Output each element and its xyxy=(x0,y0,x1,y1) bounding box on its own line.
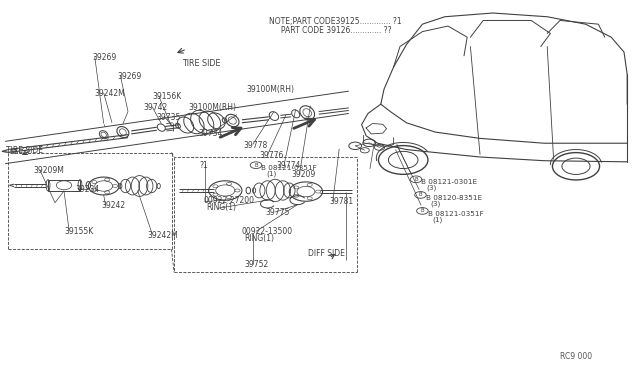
Text: 39781: 39781 xyxy=(329,197,353,206)
Text: B 08121-0351F: B 08121-0351F xyxy=(428,211,483,217)
Text: 39156K: 39156K xyxy=(152,92,182,101)
Text: 39242M: 39242M xyxy=(95,89,125,98)
Text: (3): (3) xyxy=(426,185,436,192)
Text: 39742: 39742 xyxy=(143,103,168,112)
Text: 39269: 39269 xyxy=(117,72,141,81)
Text: B: B xyxy=(414,177,418,182)
Text: 39100M(RH): 39100M(RH) xyxy=(189,103,237,112)
Text: B 08120-8351E: B 08120-8351E xyxy=(426,195,482,201)
Text: B: B xyxy=(420,208,424,214)
Text: (1): (1) xyxy=(433,217,443,223)
Text: B: B xyxy=(419,192,422,198)
Text: 39209: 39209 xyxy=(292,170,316,179)
Text: NOTE;PART CODE39125............. ?1: NOTE;PART CODE39125............. ?1 xyxy=(269,17,401,26)
Text: 39100M(RH): 39100M(RH) xyxy=(246,85,294,94)
Text: RING(1): RING(1) xyxy=(244,234,275,243)
Text: (1): (1) xyxy=(266,171,276,177)
Text: 39774: 39774 xyxy=(276,161,301,170)
Text: 39735: 39735 xyxy=(156,113,180,122)
Text: (3): (3) xyxy=(431,201,441,207)
Text: 00922-27200: 00922-27200 xyxy=(204,196,255,205)
Text: 39155K: 39155K xyxy=(64,227,93,236)
Text: DIFF SIDE: DIFF SIDE xyxy=(308,249,346,258)
Text: ?1: ?1 xyxy=(200,161,209,170)
Text: TIRE SIDE: TIRE SIDE xyxy=(182,59,221,68)
Text: 39234: 39234 xyxy=(76,185,100,194)
Text: 39269: 39269 xyxy=(93,53,117,62)
Bar xyxy=(48,180,80,191)
Text: 39209M: 39209M xyxy=(33,166,64,175)
Text: B: B xyxy=(254,163,258,168)
Text: 39242M: 39242M xyxy=(147,231,178,240)
Text: TIRE SIDE: TIRE SIDE xyxy=(6,146,44,155)
Text: 39778: 39778 xyxy=(243,141,268,150)
Text: 39752: 39752 xyxy=(244,260,269,269)
Text: RING(1): RING(1) xyxy=(206,203,236,212)
Text: 39776: 39776 xyxy=(260,151,284,160)
Text: 39734: 39734 xyxy=(198,129,223,138)
Text: 00922-13500: 00922-13500 xyxy=(242,227,293,236)
Text: B 08121-0301E: B 08121-0301E xyxy=(421,179,477,185)
Text: PART CODE 39126............. ??: PART CODE 39126............. ?? xyxy=(269,26,392,35)
Text: 39242: 39242 xyxy=(101,201,125,210)
Text: RC9 000: RC9 000 xyxy=(560,352,592,361)
Text: 39775: 39775 xyxy=(266,208,290,217)
Text: B 08121-0351F: B 08121-0351F xyxy=(261,165,317,171)
